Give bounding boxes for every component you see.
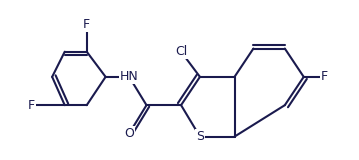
Text: F: F: [83, 18, 90, 32]
Text: F: F: [321, 70, 328, 83]
Text: O: O: [124, 127, 134, 140]
Text: HN: HN: [120, 70, 139, 83]
Text: Cl: Cl: [175, 45, 187, 58]
Text: S: S: [196, 130, 204, 143]
Text: F: F: [28, 99, 35, 112]
